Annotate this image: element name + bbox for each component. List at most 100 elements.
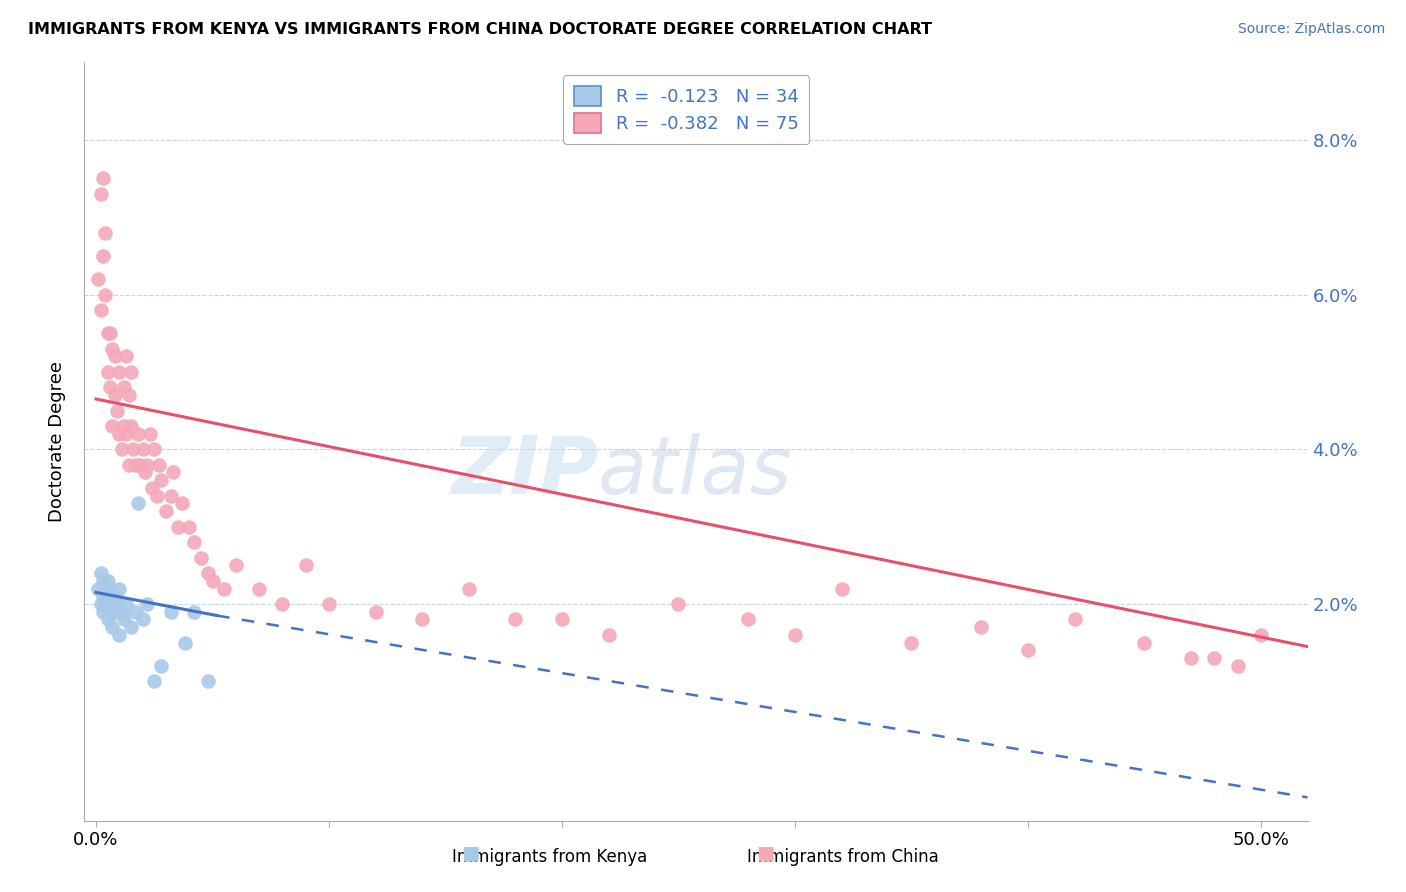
Point	[1133, 636, 1156, 650]
Point	[150, 473, 173, 487]
Point	[212, 582, 235, 596]
Point	[97, 326, 120, 341]
Point	[127, 496, 149, 510]
Point	[104, 589, 127, 603]
Point	[98, 605, 121, 619]
Point	[90, 186, 112, 201]
Point	[143, 442, 166, 457]
Point	[122, 442, 145, 457]
Point	[94, 287, 117, 301]
Point	[166, 519, 188, 533]
Point	[108, 628, 131, 642]
Point	[411, 612, 433, 626]
Point	[225, 558, 247, 573]
Point	[120, 419, 142, 434]
Text: atlas: atlas	[598, 433, 793, 511]
Point	[115, 597, 138, 611]
Point	[183, 605, 205, 619]
Point	[104, 350, 127, 364]
Point	[97, 589, 120, 603]
Point	[1204, 651, 1226, 665]
Point	[141, 481, 163, 495]
Point	[148, 458, 170, 472]
Point	[87, 272, 110, 286]
Point	[831, 582, 853, 596]
Point	[97, 365, 120, 379]
Y-axis label: Doctorate Degree: Doctorate Degree	[48, 361, 66, 522]
Point	[551, 612, 574, 626]
Point	[98, 582, 121, 596]
Point	[900, 636, 922, 650]
Point	[737, 612, 759, 626]
Point	[271, 597, 294, 611]
Point	[134, 466, 156, 480]
Point	[105, 403, 128, 417]
Point	[505, 612, 527, 626]
Point	[155, 504, 177, 518]
Point	[136, 458, 159, 472]
Point	[104, 388, 127, 402]
Point	[120, 365, 142, 379]
Legend: R =  -0.123   N = 34, R =  -0.382   N = 75: R = -0.123 N = 34, R = -0.382 N = 75	[564, 75, 810, 144]
Point	[94, 582, 117, 596]
Text: Immigrants from Kenya: Immigrants from Kenya	[451, 848, 647, 866]
Point	[127, 426, 149, 441]
Point	[101, 419, 124, 434]
Text: Source: ZipAtlas.com: Source: ZipAtlas.com	[1237, 22, 1385, 37]
Point	[112, 419, 135, 434]
Point	[197, 566, 219, 580]
Point	[457, 582, 479, 596]
Point	[90, 303, 112, 318]
Point	[124, 605, 146, 619]
Point	[131, 612, 153, 626]
Point	[108, 426, 131, 441]
Point	[1017, 643, 1039, 657]
Point	[101, 620, 124, 634]
Point	[91, 249, 114, 263]
Point	[138, 426, 160, 441]
Point	[318, 597, 340, 611]
Point	[129, 458, 152, 472]
Point	[247, 582, 270, 596]
Point	[173, 636, 195, 650]
Point	[143, 674, 166, 689]
Point	[111, 442, 134, 457]
Point	[172, 496, 194, 510]
Point	[364, 605, 387, 619]
Point	[111, 605, 134, 619]
Point	[668, 597, 690, 611]
Point	[98, 326, 121, 341]
Point	[159, 489, 181, 503]
Point	[201, 574, 224, 588]
Point	[97, 574, 120, 588]
Point	[101, 342, 124, 356]
Text: ZIP: ZIP	[451, 433, 598, 511]
Point	[98, 380, 121, 394]
Point	[131, 442, 153, 457]
Point	[183, 535, 205, 549]
Point	[91, 605, 114, 619]
Point	[970, 620, 993, 634]
Point	[112, 612, 135, 626]
Point	[120, 620, 142, 634]
Point	[1180, 651, 1202, 665]
Point	[90, 597, 112, 611]
Point	[112, 380, 135, 394]
Point	[104, 605, 127, 619]
Point	[90, 566, 112, 580]
Point	[1063, 612, 1085, 626]
Point	[1250, 628, 1272, 642]
Text: ■: ■	[461, 843, 479, 863]
Text: ■: ■	[756, 843, 775, 863]
Point	[108, 582, 131, 596]
Text: Immigrants from China: Immigrants from China	[747, 848, 939, 866]
Point	[197, 674, 219, 689]
Point	[115, 350, 138, 364]
Point	[91, 574, 114, 588]
Point	[108, 365, 131, 379]
Point	[783, 628, 806, 642]
Point	[91, 589, 114, 603]
Point	[294, 558, 316, 573]
Point	[179, 519, 201, 533]
Point	[1226, 659, 1249, 673]
